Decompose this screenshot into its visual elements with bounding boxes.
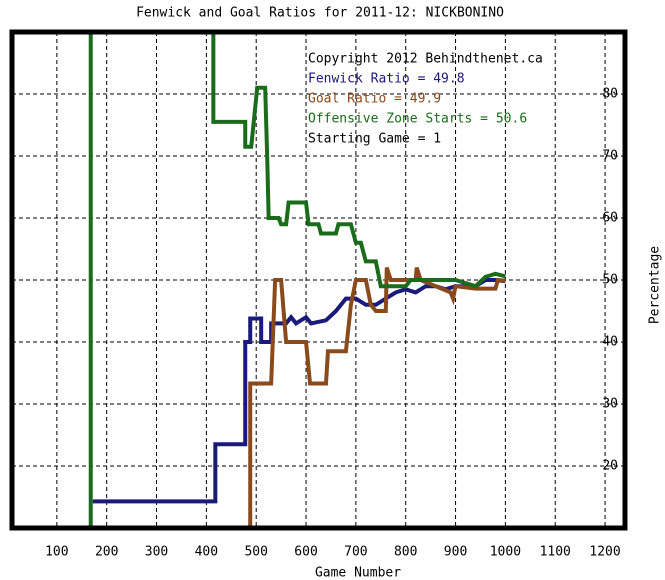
x-tick-label: 300 [145, 545, 168, 560]
y-tick-label: 60 [602, 211, 618, 226]
y-tick-label: 20 [602, 459, 618, 474]
y-tick-label: 30 [602, 397, 618, 412]
x-tick-label: 1200 [589, 545, 620, 560]
y-tick-label: 80 [602, 87, 618, 102]
x-tick-label: 800 [394, 545, 417, 560]
plot-frame [9, 29, 628, 531]
plot-lines [88, 32, 506, 528]
x-tick-label: 500 [244, 545, 267, 560]
annotation: Copyright 2012 Behindthenet.ca [308, 52, 543, 67]
annotation: Goal Ratio = 49.9 [308, 92, 441, 107]
annotation: Fenwick Ratio = 49.8 [308, 72, 465, 87]
series-line [88, 32, 506, 528]
y-tick-label: 40 [602, 335, 618, 350]
x-tick-label: 600 [294, 545, 317, 560]
x-tick-label: 100 [45, 545, 68, 560]
x-tick-label: 900 [444, 545, 467, 560]
x-tick-label: 1100 [540, 545, 571, 560]
series-line [248, 266, 506, 528]
y-tick-label: 70 [602, 149, 618, 164]
x-tick-label: 400 [195, 545, 218, 560]
annotation: Offensive Zone Starts = 50.6 [308, 112, 527, 127]
x-axis-label: Game Number [315, 566, 401, 580]
annotations: Copyright 2012 Behindthenet.ca Fenwick Ra… [308, 52, 543, 147]
x-tick-label: 700 [344, 545, 367, 560]
annotation: Starting Game = 1 [308, 132, 441, 147]
x-tick-label: 1000 [490, 545, 521, 560]
x-tick-label: 200 [95, 545, 118, 560]
y-axis-label: Percentage [648, 246, 663, 324]
series-line [92, 278, 506, 504]
chart-title: Fenwick and Goal Ratios for 2011-12: NIC… [136, 6, 504, 21]
y-tick-label: 50 [602, 273, 618, 288]
